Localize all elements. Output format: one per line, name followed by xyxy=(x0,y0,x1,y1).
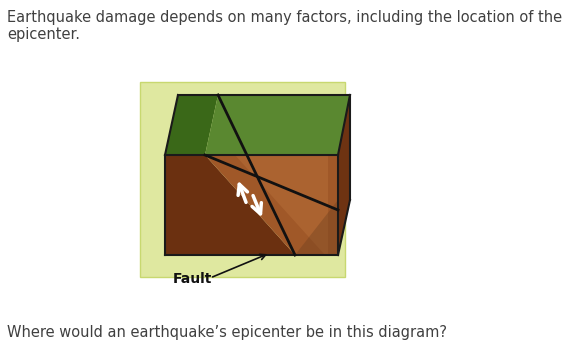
FancyBboxPatch shape xyxy=(140,82,345,277)
Polygon shape xyxy=(165,95,218,155)
Text: Where would an earthquake’s epicenter be in this diagram?: Where would an earthquake’s epicenter be… xyxy=(7,325,447,340)
Text: Earthquake damage depends on many factors, including the location of the
epicent: Earthquake damage depends on many factor… xyxy=(7,10,562,42)
Polygon shape xyxy=(338,95,350,255)
Polygon shape xyxy=(235,155,328,255)
Polygon shape xyxy=(338,95,350,255)
Polygon shape xyxy=(205,95,350,155)
Polygon shape xyxy=(165,155,295,255)
Text: Fault: Fault xyxy=(172,272,212,286)
Polygon shape xyxy=(295,200,338,255)
Polygon shape xyxy=(205,155,338,255)
